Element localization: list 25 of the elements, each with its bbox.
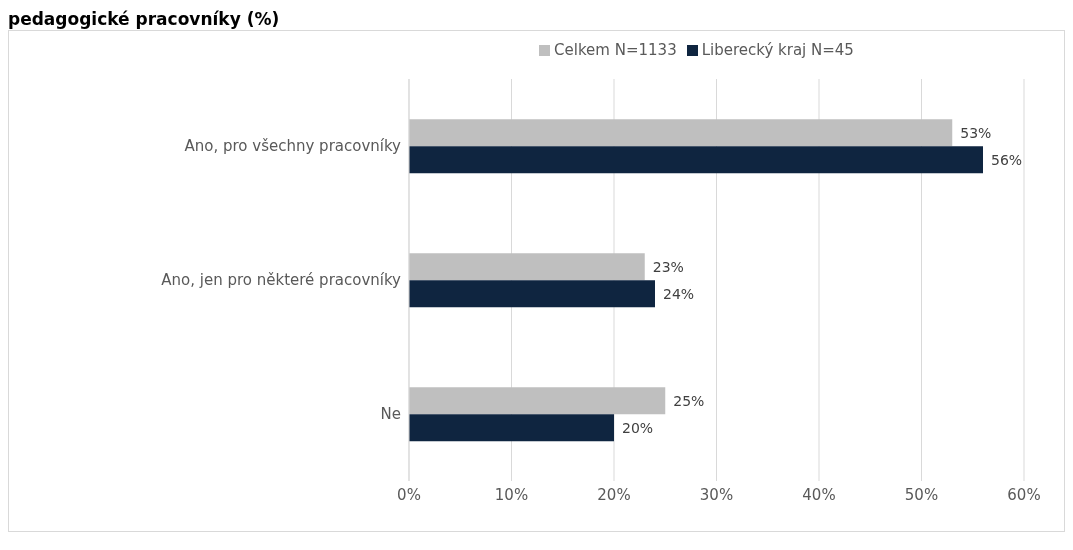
bar [409, 146, 983, 174]
data-label: 23% [652, 258, 684, 275]
legend-label: Liberecký kraj N=45 [701, 41, 854, 59]
text: pedagogické pracovníky (%) [8, 8, 281, 30]
data-label: 20% [622, 419, 654, 436]
x-tick-label: 60% [1007, 485, 1041, 504]
y-tick-label: Ano, jen pro některé pracovníky [161, 271, 402, 290]
data-label: 53% [960, 124, 992, 141]
bar [409, 253, 645, 281]
y-tick-label: Ne [380, 405, 401, 424]
bar [409, 119, 953, 147]
data-label: 25% [673, 392, 705, 409]
bar [409, 387, 666, 415]
bar [409, 414, 614, 442]
x-tick-label: 10% [494, 485, 529, 504]
bar [409, 280, 655, 308]
x-tick-label: 40% [802, 485, 836, 504]
data-label: 24% [663, 285, 695, 302]
x-tick-label: 50% [904, 485, 939, 504]
x-tick-label: 20% [597, 485, 631, 504]
x-tick-label: 0% [397, 485, 421, 504]
data-label: 56% [991, 151, 1023, 168]
legend-label: Celkem N=1133 [554, 41, 677, 59]
x-tick-label: 30% [699, 485, 734, 504]
y-tick-label: Ano, pro všechny pracovníky [184, 137, 402, 156]
